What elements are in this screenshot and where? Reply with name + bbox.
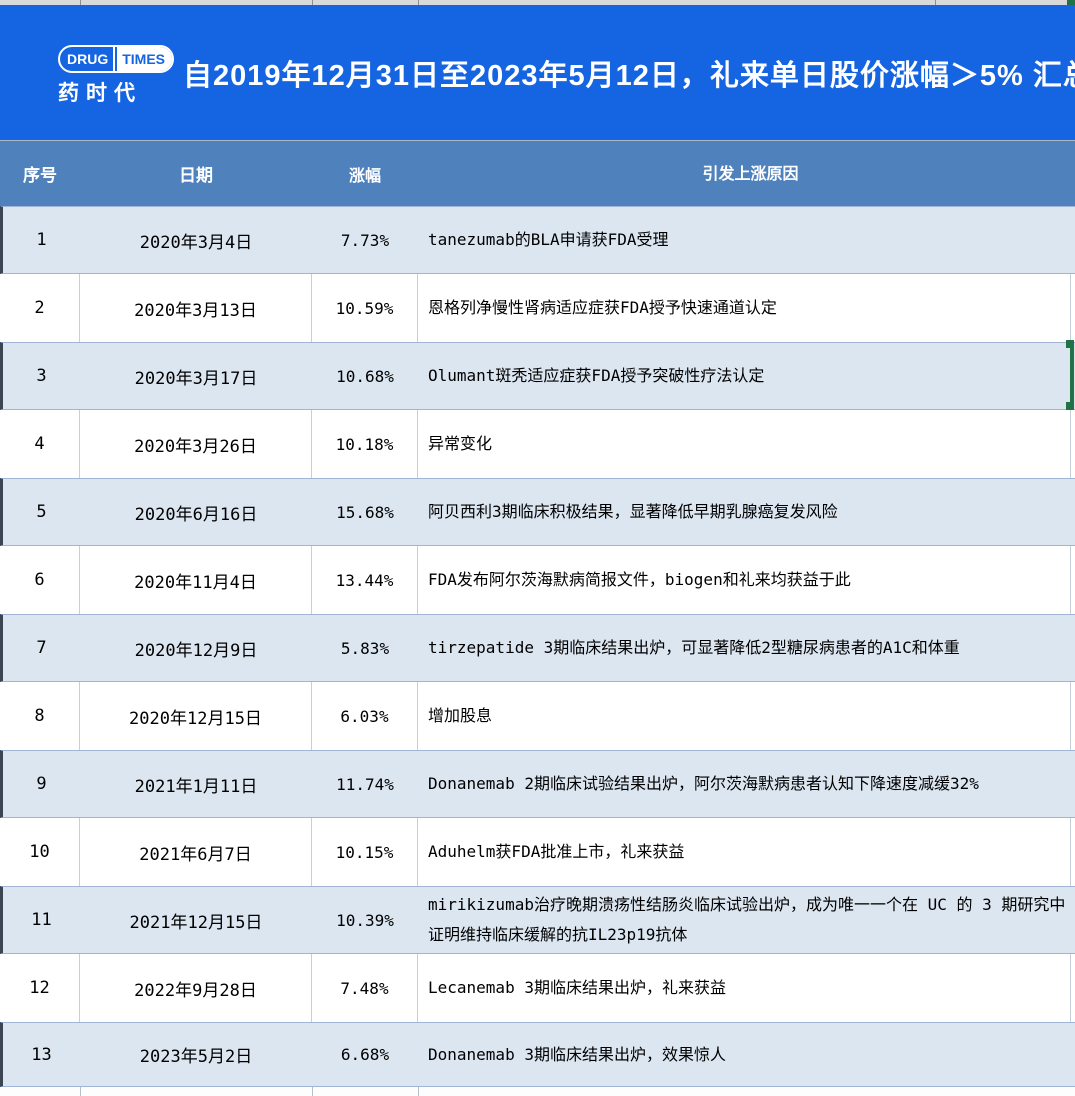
- sheet-row-below[interactable]: [0, 1087, 1075, 1096]
- selection-border[interactable]: [1070, 342, 1074, 410]
- cell-no[interactable]: 2: [0, 274, 80, 342]
- cell-pct[interactable]: 5.83%: [340, 638, 390, 658]
- cell-no[interactable]: 13: [31, 1044, 52, 1065]
- logo-text-times: TIMES: [117, 47, 173, 71]
- cell-reason[interactable]: 异常变化: [428, 434, 493, 453]
- cell-date[interactable]: 2020年3月4日: [139, 232, 253, 253]
- table-row: 4 2020年3月26日 10.18% 异常变化: [0, 410, 1075, 478]
- cell-pct[interactable]: 7.48%: [312, 954, 418, 1022]
- cell-pct[interactable]: 13.44%: [312, 546, 418, 614]
- table-body: 1 2020年3月4日 7.73% tanezumab的BLA申请获FDA受理 …: [0, 206, 1075, 1087]
- cell-pct[interactable]: 10.39%: [336, 910, 394, 930]
- cell-date[interactable]: 2020年11月4日: [80, 546, 312, 614]
- cell-no[interactable]: 12: [0, 954, 80, 1022]
- cell-reason[interactable]: 增加股息: [428, 706, 493, 725]
- cell-date[interactable]: 2021年1月11日: [134, 776, 258, 797]
- cell-reason[interactable]: tanezumab的BLA申请获FDA受理: [428, 230, 669, 249]
- cell-reason[interactable]: Donanemab 2期临床试验结果出炉，阿尔茨海默病患者认知下降速度减缓32%: [428, 774, 979, 793]
- table-row: 11 2021年12月15日 10.39% mirikizumab治疗晚期溃疡性…: [0, 886, 1075, 954]
- cell-reason[interactable]: Lecanemab 3期临床结果出炉，礼来获益: [428, 978, 726, 997]
- cell-pct[interactable]: 10.15%: [312, 818, 418, 886]
- grid-line: [80, 1087, 81, 1096]
- cell-pct[interactable]: 11.74%: [336, 774, 394, 794]
- table-row: 10 2021年6月7日 10.15% Aduhelm获FDA批准上市，礼来获益: [0, 818, 1075, 886]
- cell-pct[interactable]: 7.73%: [340, 230, 390, 250]
- logo-text-drug: DRUG: [60, 47, 116, 71]
- page-title: 自2019年12月31日至2023年5月12日，礼来单日股价涨幅＞5% 汇总: [183, 60, 1075, 92]
- selection-handle-bottom[interactable]: [1066, 402, 1074, 410]
- table-row: 5 2020年6月16日 15.68% 阿贝西利3期临床积极结果，显著降低早期乳…: [0, 478, 1075, 546]
- cell-reason[interactable]: tirzepatide 3期临床结果出炉，可显著降低2型糖尿病患者的A1C和体重: [428, 638, 960, 657]
- cell-pct[interactable]: 15.68%: [336, 502, 394, 522]
- cell-date[interactable]: 2020年12月15日: [80, 682, 312, 750]
- cell-no[interactable]: 11: [31, 910, 52, 930]
- selection-handle-top[interactable]: [1066, 340, 1074, 348]
- column-header-no[interactable]: 序号: [23, 166, 57, 186]
- grid-line: [935, 0, 936, 5]
- cell-no[interactable]: 10: [0, 818, 80, 886]
- cell-reason[interactable]: 恩格列净慢性肾病适应症获FDA授予快速通道认定: [428, 298, 777, 317]
- table-row: 1 2020年3月4日 7.73% tanezumab的BLA申请获FDA受理: [0, 206, 1075, 274]
- cell-date[interactable]: 2021年12月15日: [129, 912, 263, 933]
- table-header-row: 序号 日期 涨幅 引发上涨原因: [0, 141, 1075, 206]
- table-row: 9 2021年1月11日 11.74% Donanemab 2期临床试验结果出炉…: [0, 750, 1075, 818]
- cell-date[interactable]: 2023年5月2日: [139, 1047, 253, 1067]
- table-row: 3 2020年3月17日 10.68% Olumant斑秃适应症获FDA授予突破…: [0, 342, 1075, 410]
- cell-no[interactable]: 6: [0, 546, 80, 614]
- table-row: 2 2020年3月13日 10.59% 恩格列净慢性肾病适应症获FDA授予快速通…: [0, 274, 1075, 342]
- grid-line: [418, 0, 419, 5]
- cell-date[interactable]: 2022年9月28日: [80, 954, 312, 1022]
- logo-text-cn: 药时代: [58, 82, 142, 105]
- cell-date[interactable]: 2020年12月9日: [134, 640, 258, 661]
- table-row: 13 2023年5月2日 6.68% Donanemab 3期临床结果出炉，效果…: [0, 1022, 1075, 1087]
- cell-no[interactable]: 4: [0, 410, 80, 478]
- cell-reason[interactable]: Olumant斑秃适应症获FDA授予突破性疗法认定: [428, 366, 765, 385]
- cell-pct[interactable]: 10.68%: [336, 366, 394, 386]
- selection-corner-mark[interactable]: [1067, 0, 1075, 5]
- sheet-row-above[interactable]: [0, 0, 1075, 5]
- cell-reason[interactable]: Aduhelm获FDA批准上市，礼来获益: [428, 842, 685, 861]
- cell-reason[interactable]: mirikizumab治疗晚期溃疡性结肠炎临床试验出炉，成为唯一一个在 UC 的…: [428, 895, 1066, 944]
- cell-no[interactable]: 9: [36, 774, 47, 794]
- table-row: 8 2020年12月15日 6.03% 增加股息: [0, 682, 1075, 750]
- cell-pct[interactable]: 10.18%: [312, 410, 418, 478]
- grid-line: [312, 0, 313, 5]
- column-header-date[interactable]: 日期: [179, 166, 213, 186]
- cell-date[interactable]: 2021年6月7日: [80, 818, 312, 886]
- cell-reason[interactable]: FDA发布阿尔茨海默病简报文件，biogen和礼来均获益于此: [428, 570, 851, 589]
- cell-no[interactable]: 1: [36, 230, 47, 250]
- table-row: 7 2020年12月9日 5.83% tirzepatide 3期临床结果出炉，…: [0, 614, 1075, 682]
- cell-date[interactable]: 2020年3月17日: [134, 368, 258, 389]
- title-banner: DRUG TIMES 药时代 自2019年12月31日至2023年5月12日，礼…: [0, 5, 1075, 141]
- cell-pct[interactable]: 6.68%: [340, 1045, 390, 1064]
- cell-date[interactable]: 2020年3月13日: [80, 274, 312, 342]
- grid-line: [418, 1087, 419, 1096]
- cell-pct[interactable]: 6.03%: [312, 682, 418, 750]
- logo-capsule-icon: DRUG TIMES: [58, 45, 175, 73]
- cell-reason[interactable]: Donanemab 3期临床结果出炉，效果惊人: [428, 1044, 726, 1064]
- table-row: 12 2022年9月28日 7.48% Lecanemab 3期临床结果出炉，礼…: [0, 954, 1075, 1022]
- grid-line: [80, 0, 81, 5]
- cell-no[interactable]: 3: [36, 366, 47, 386]
- drugtimes-logo: DRUG TIMES 药时代: [58, 45, 175, 107]
- cell-no[interactable]: 5: [36, 502, 47, 522]
- table-row: 6 2020年11月4日 13.44% FDA发布阿尔茨海默病简报文件，biog…: [0, 546, 1075, 614]
- cell-no[interactable]: 8: [0, 682, 80, 750]
- grid-line: [312, 1087, 313, 1096]
- column-header-reason[interactable]: 引发上涨原因: [702, 163, 799, 183]
- cell-no[interactable]: 7: [36, 638, 47, 658]
- cell-date[interactable]: 2020年6月16日: [134, 504, 258, 525]
- cell-date[interactable]: 2020年3月26日: [80, 410, 312, 478]
- cell-reason[interactable]: 阿贝西利3期临床积极结果，显著降低早期乳腺癌复发风险: [428, 502, 838, 521]
- column-header-pct[interactable]: 涨幅: [348, 165, 381, 185]
- cell-pct[interactable]: 10.59%: [312, 274, 418, 342]
